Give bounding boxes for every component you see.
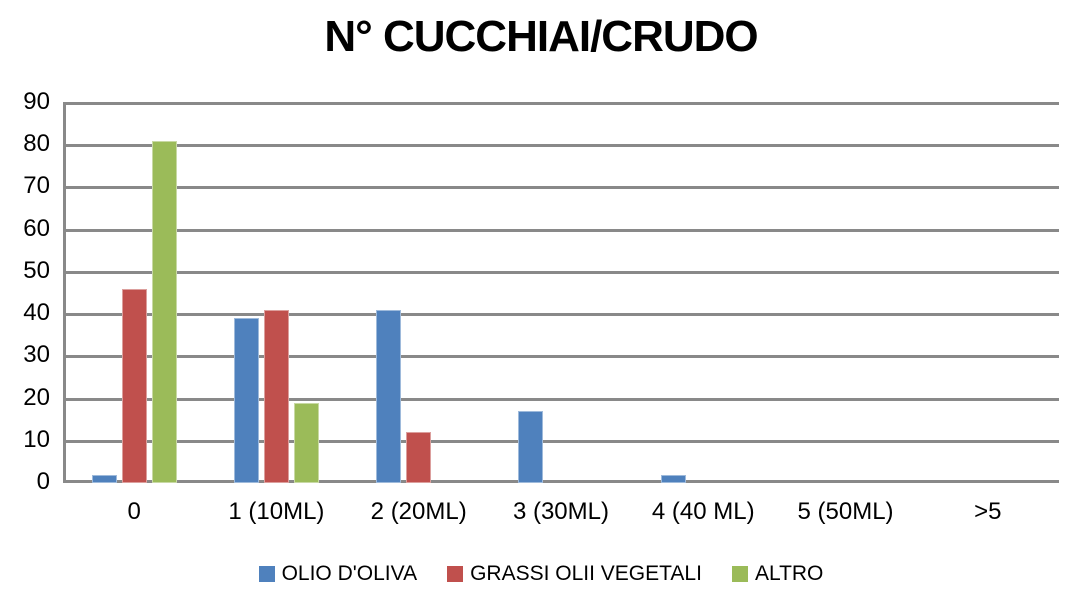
category-group xyxy=(348,103,490,483)
y-axis-label: 30 xyxy=(23,341,50,368)
bar xyxy=(263,309,289,483)
chart-title: N° CUCCHIAI/CRUDO xyxy=(324,12,758,61)
gridline xyxy=(63,102,1059,105)
bar xyxy=(151,141,177,483)
y-axis-label: 90 xyxy=(23,88,50,115)
legend: OLIO D'OLIVA GRASSI OLII VEGETALI ALTRO xyxy=(0,562,1082,586)
y-axis-line xyxy=(63,103,66,483)
category-group xyxy=(63,103,205,483)
legend-item: ALTRO xyxy=(731,562,824,586)
x-axis-label: 4 (40 ML) xyxy=(651,498,755,525)
bars xyxy=(63,103,1059,483)
gridline xyxy=(63,440,1059,443)
bar xyxy=(406,432,432,483)
legend-swatch xyxy=(447,566,464,582)
x-axis-labels: 0 1 (10ML) 2 (20ML) 3 (30ML) 4 (40 ML) 5 (50M… xyxy=(63,498,1059,526)
y-axis-label: 20 xyxy=(23,384,50,411)
y-axis-label: 80 xyxy=(23,130,50,157)
legend-label: GRASSI OLII VEGETALI xyxy=(470,562,702,585)
bar xyxy=(91,474,117,483)
bar xyxy=(376,309,402,483)
x-axis-label: 5 (50ML) xyxy=(797,498,894,525)
gridline xyxy=(63,144,1059,147)
gridline xyxy=(63,398,1059,401)
y-axis-labels: 0 10 20 30 40 50 60 70 80 90 xyxy=(0,90,50,494)
category-group xyxy=(774,103,916,483)
x-axis-label: 1 (10ML) xyxy=(228,498,325,525)
y-axis-label: 70 xyxy=(23,172,50,199)
legend-swatch xyxy=(258,566,275,582)
x-axis-label: 3 (30ML) xyxy=(512,498,609,525)
gridline xyxy=(63,186,1059,189)
gridline xyxy=(63,271,1059,274)
bar xyxy=(121,288,147,483)
gridline xyxy=(63,355,1059,358)
x-axis-label: >5 xyxy=(974,498,1002,525)
legend-item: GRASSI OLII VEGETALI xyxy=(447,562,702,586)
y-axis-label: 10 xyxy=(23,426,50,453)
plot-area xyxy=(63,102,1059,483)
y-axis-label: 60 xyxy=(23,215,50,242)
gridline xyxy=(63,313,1059,316)
y-axis-label: 50 xyxy=(23,257,50,284)
bar xyxy=(293,402,319,483)
category-group xyxy=(917,103,1059,483)
bar xyxy=(233,318,259,483)
gridline xyxy=(63,229,1059,232)
category-group xyxy=(205,103,347,483)
x-axis-line xyxy=(63,480,1059,483)
bar xyxy=(660,474,686,483)
x-axis-label: 2 (20ML) xyxy=(370,498,467,525)
category-group xyxy=(632,103,774,483)
legend-swatch xyxy=(731,566,748,582)
legend-label: OLIO D'OLIVA xyxy=(281,562,418,585)
legend-label: ALTRO xyxy=(754,562,824,585)
y-axis-label: 0 xyxy=(36,468,50,495)
y-axis-label: 40 xyxy=(23,299,50,326)
bar xyxy=(518,411,544,483)
legend-item: OLIO D'OLIVA xyxy=(258,562,418,586)
x-axis-label: 0 xyxy=(127,498,141,525)
category-group xyxy=(490,103,632,483)
